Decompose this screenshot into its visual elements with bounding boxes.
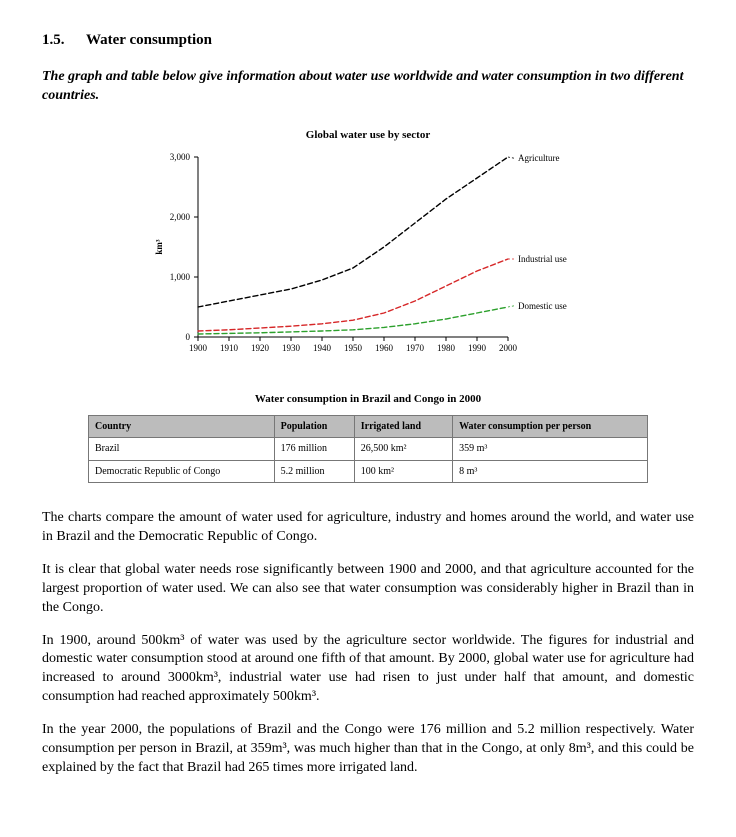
- svg-text:Domestic use: Domestic use: [518, 301, 567, 311]
- svg-text:1900: 1900: [189, 343, 208, 353]
- table-title: Water consumption in Brazil and Congo in…: [42, 392, 694, 407]
- table-cell: Democratic Republic of Congo: [89, 460, 275, 483]
- section-title: Water consumption: [86, 32, 212, 48]
- svg-text:Industrial use: Industrial use: [518, 254, 567, 264]
- table-cell: 8 m³: [453, 460, 648, 483]
- chart-title: Global water use by sector: [148, 128, 588, 143]
- table-cell: 26,500 km²: [354, 438, 452, 461]
- table-cell: Brazil: [89, 438, 275, 461]
- table-cell: 176 million: [274, 438, 354, 461]
- chart-container: Global water use by sector 0 1,000 2,000 3,…: [148, 128, 588, 374]
- body-paragraph: In 1900, around 500km³ of water was used…: [42, 632, 694, 708]
- section-heading: 1.5. Water consumption: [42, 30, 694, 50]
- consumption-table: CountryPopulationIrrigated landWater con…: [88, 415, 648, 484]
- svg-text:1950: 1950: [344, 343, 363, 353]
- svg-text:1960: 1960: [375, 343, 394, 353]
- svg-text:1980: 1980: [437, 343, 456, 353]
- svg-text:Agriculture: Agriculture: [518, 153, 559, 163]
- svg-text:1940: 1940: [313, 343, 332, 353]
- body-paragraph: In the year 2000, the populations of Bra…: [42, 721, 694, 778]
- svg-text:2000: 2000: [499, 343, 518, 353]
- table-row: Brazil176 million26,500 km²359 m³: [89, 438, 648, 461]
- svg-text:1920: 1920: [251, 343, 270, 353]
- body-paragraphs: The charts compare the amount of water u…: [42, 509, 694, 778]
- body-paragraph: The charts compare the amount of water u…: [42, 509, 694, 547]
- svg-text:2,000: 2,000: [170, 212, 191, 222]
- table-header-cell: Irrigated land: [354, 415, 452, 438]
- svg-text:1930: 1930: [282, 343, 301, 353]
- table-cell: 359 m³: [453, 438, 648, 461]
- svg-text:1,000: 1,000: [170, 272, 191, 282]
- table-cell: 5.2 million: [274, 460, 354, 483]
- table-header-cell: Population: [274, 415, 354, 438]
- line-chart: 0 1,000 2,000 3,000 km³ 1900 1910 1920 1930 1940 1…: [148, 147, 588, 367]
- svg-text:km³: km³: [154, 239, 164, 255]
- table-header-cell: Water consumption per person: [453, 415, 648, 438]
- table-header-cell: Country: [89, 415, 275, 438]
- table-row: Democratic Republic of Congo5.2 million1…: [89, 460, 648, 483]
- svg-text:1910: 1910: [220, 343, 239, 353]
- svg-text:3,000: 3,000: [170, 152, 191, 162]
- table-cell: 100 km²: [354, 460, 452, 483]
- section-number: 1.5.: [42, 30, 65, 50]
- body-paragraph: It is clear that global water needs rose…: [42, 561, 694, 618]
- svg-text:1990: 1990: [468, 343, 487, 353]
- intro-text: The graph and table below give informati…: [42, 68, 694, 106]
- svg-text:0: 0: [186, 332, 191, 342]
- svg-text:1970: 1970: [406, 343, 425, 353]
